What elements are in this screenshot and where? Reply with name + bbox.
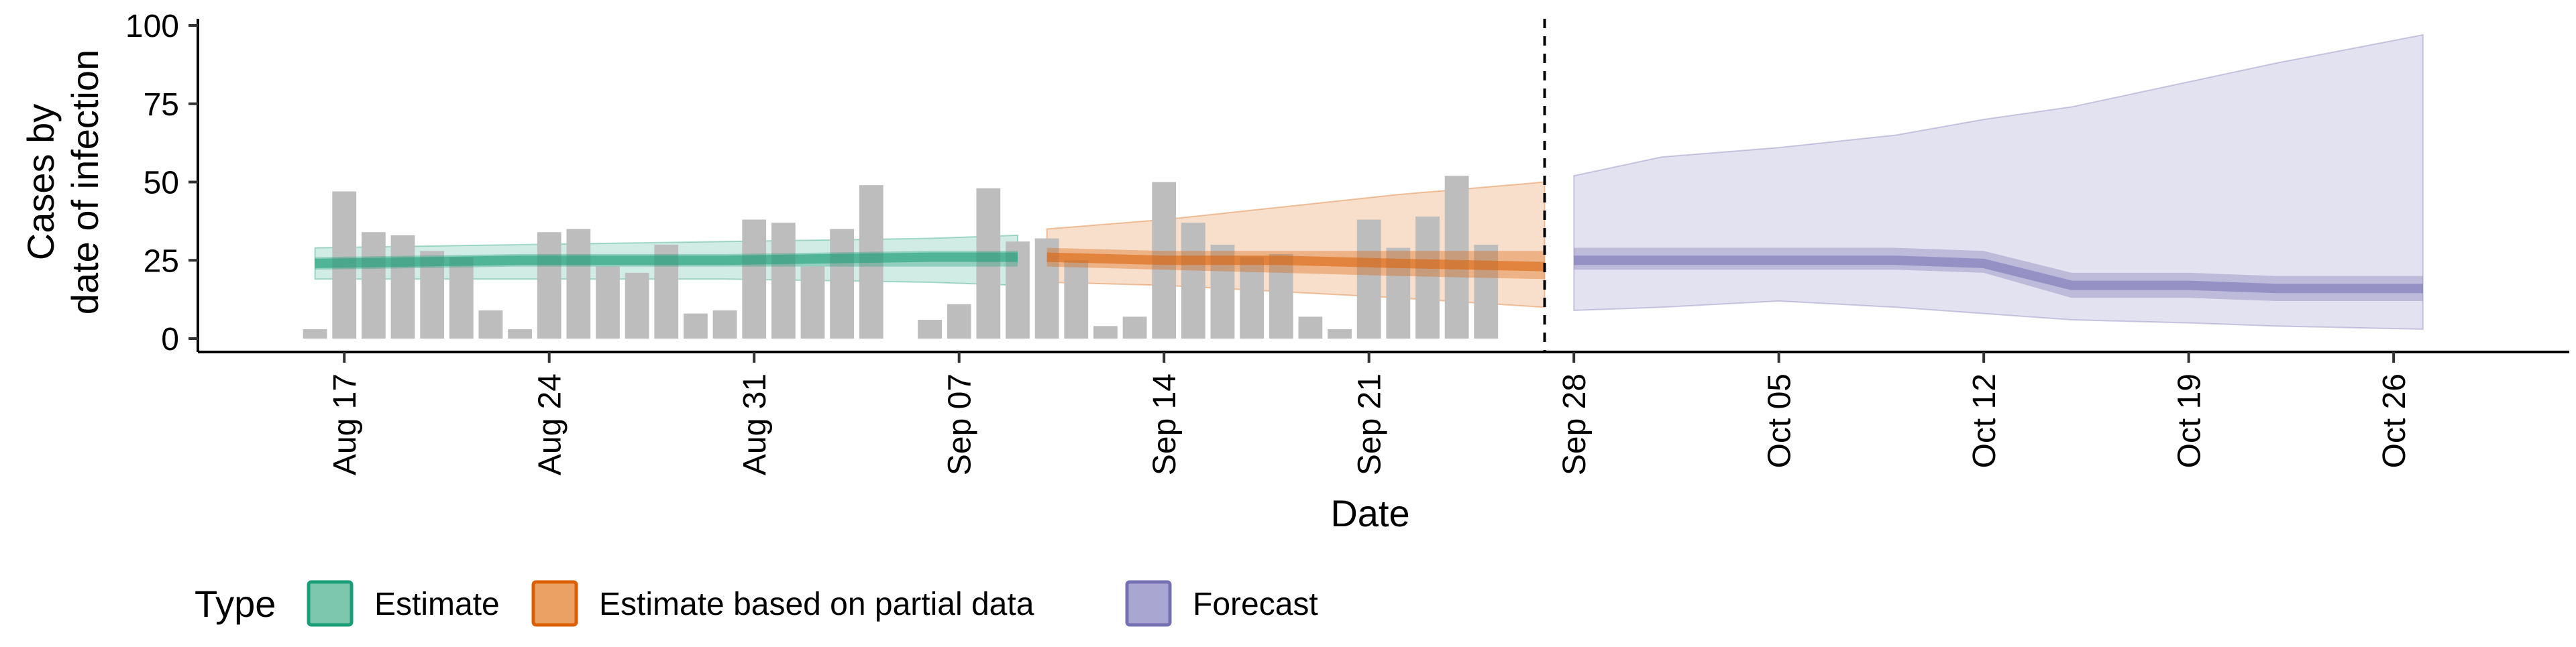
- bar-2025-09-21: [1356, 219, 1381, 339]
- bar-2025-09-07: [947, 304, 971, 339]
- x-tick-label-2025-10-12: Oct 12: [1967, 373, 2002, 468]
- median-lines: [315, 252, 2423, 294]
- case-bars: [303, 176, 1499, 339]
- axes: 0 25 50 75 100 Aug 17 Aug 24 Aug 31 Sep 07 Sep 14…: [125, 9, 2569, 475]
- bar-2025-09-12: [1093, 326, 1118, 339]
- y-tick-label-50: 50: [144, 166, 179, 201]
- bar-2025-09-02: [800, 266, 825, 339]
- bar-2025-08-26: [596, 266, 620, 339]
- y-axis-title-line-2: date of infection: [64, 50, 106, 314]
- y-tick-label-100: 100: [125, 9, 179, 44]
- y-axis-title-line-1: Cases by: [19, 104, 62, 260]
- x-tick-label-2025-08-24: Aug 24: [533, 373, 568, 475]
- x-axis-title: Date: [1330, 492, 1409, 534]
- x-tick-label-2025-08-17: Aug 17: [327, 373, 363, 475]
- bar-2025-09-18: [1269, 253, 1293, 339]
- x-tick-label-2025-09-21: Sep 21: [1352, 373, 1388, 475]
- legend-swatch-estimate-based-on-partial-data: [531, 580, 578, 627]
- x-tick-label-2025-10-19: Oct 19: [2172, 373, 2208, 468]
- x-tick-label-2025-09-28: Sep 28: [1557, 373, 1593, 475]
- x-tick-label-2025-10-26: Oct 26: [2377, 373, 2412, 468]
- bar-2025-08-27: [625, 272, 649, 339]
- bar-2025-08-16: [303, 329, 327, 339]
- bar-2025-09-06: [918, 319, 942, 339]
- bar-2025-08-18: [361, 232, 386, 339]
- bar-2025-08-25: [566, 229, 591, 339]
- bar-2025-09-25: [1474, 244, 1499, 339]
- median-forecast: [1574, 255, 2423, 294]
- y-tick-label-25: 25: [144, 243, 179, 279]
- bar-2025-08-29: [684, 313, 708, 339]
- legend-label-estimate-based-on-partial-data: Estimate based on partial data: [599, 587, 1034, 622]
- legend-label-estimate: Estimate: [374, 587, 500, 622]
- x-tick-label-2025-08-31: Aug 31: [737, 373, 773, 475]
- bar-2025-09-11: [1064, 260, 1089, 339]
- y-tick-label-75: 75: [144, 87, 179, 123]
- bar-2025-08-24: [537, 232, 561, 339]
- bar-2025-09-24: [1444, 176, 1469, 339]
- bar-2025-08-19: [390, 235, 415, 339]
- bar-2025-09-08: [976, 188, 1001, 339]
- bar-2025-08-31: [742, 219, 767, 339]
- bar-2025-08-22: [478, 310, 503, 339]
- legend-swatch-estimate: [307, 580, 354, 627]
- x-tick-label-2025-09-07: Sep 07: [943, 373, 978, 475]
- bar-2025-09-20: [1328, 329, 1352, 339]
- legend-label-forecast: Forecast: [1193, 587, 1318, 622]
- bar-2025-09-01: [771, 223, 796, 339]
- bar-2025-09-03: [830, 229, 855, 339]
- bar-2025-09-19: [1298, 316, 1323, 339]
- median-estimate: [315, 252, 1018, 268]
- bar-2025-09-17: [1240, 257, 1265, 339]
- bar-2025-09-13: [1122, 316, 1147, 339]
- band-outer-estimate-based-on-partial-data: [1046, 181, 1546, 308]
- bar-2025-08-23: [508, 329, 532, 339]
- legend-title: Type: [195, 583, 276, 625]
- legend: Type Estimate Estimate based on partial d…: [195, 580, 1318, 627]
- bar-2025-09-15: [1181, 223, 1205, 339]
- x-tick-label-2025-09-14: Sep 14: [1147, 373, 1183, 475]
- bar-2025-08-30: [712, 310, 737, 339]
- median-estimate-based-on-partial-data: [1046, 252, 1545, 272]
- bar-2025-09-23: [1415, 216, 1440, 339]
- bar-2025-08-21: [449, 257, 474, 339]
- band-outer-forecast: [1573, 34, 2424, 331]
- legend-swatch-forecast: [1125, 580, 1172, 627]
- x-tick-label-2025-10-05: Oct 05: [1762, 373, 1798, 468]
- y-tick-label-0: 0: [161, 322, 179, 357]
